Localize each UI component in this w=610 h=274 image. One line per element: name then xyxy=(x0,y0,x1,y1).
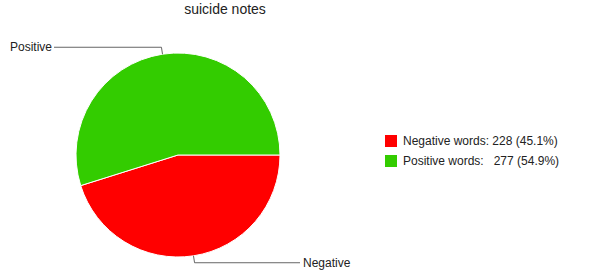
html-text:suicide notes: suicide notes xyxy=(184,1,266,17)
html-text:Negative words: 228 (45.1%): Negative words: 228 (45.1%) xyxy=(403,134,558,148)
svg-text:Positive: Positive xyxy=(10,40,52,54)
html-text:Positive words: 277 (54.9%): Positive words: 277 (54.9%) xyxy=(403,154,560,168)
svg-text:Negative: Negative xyxy=(303,256,351,270)
